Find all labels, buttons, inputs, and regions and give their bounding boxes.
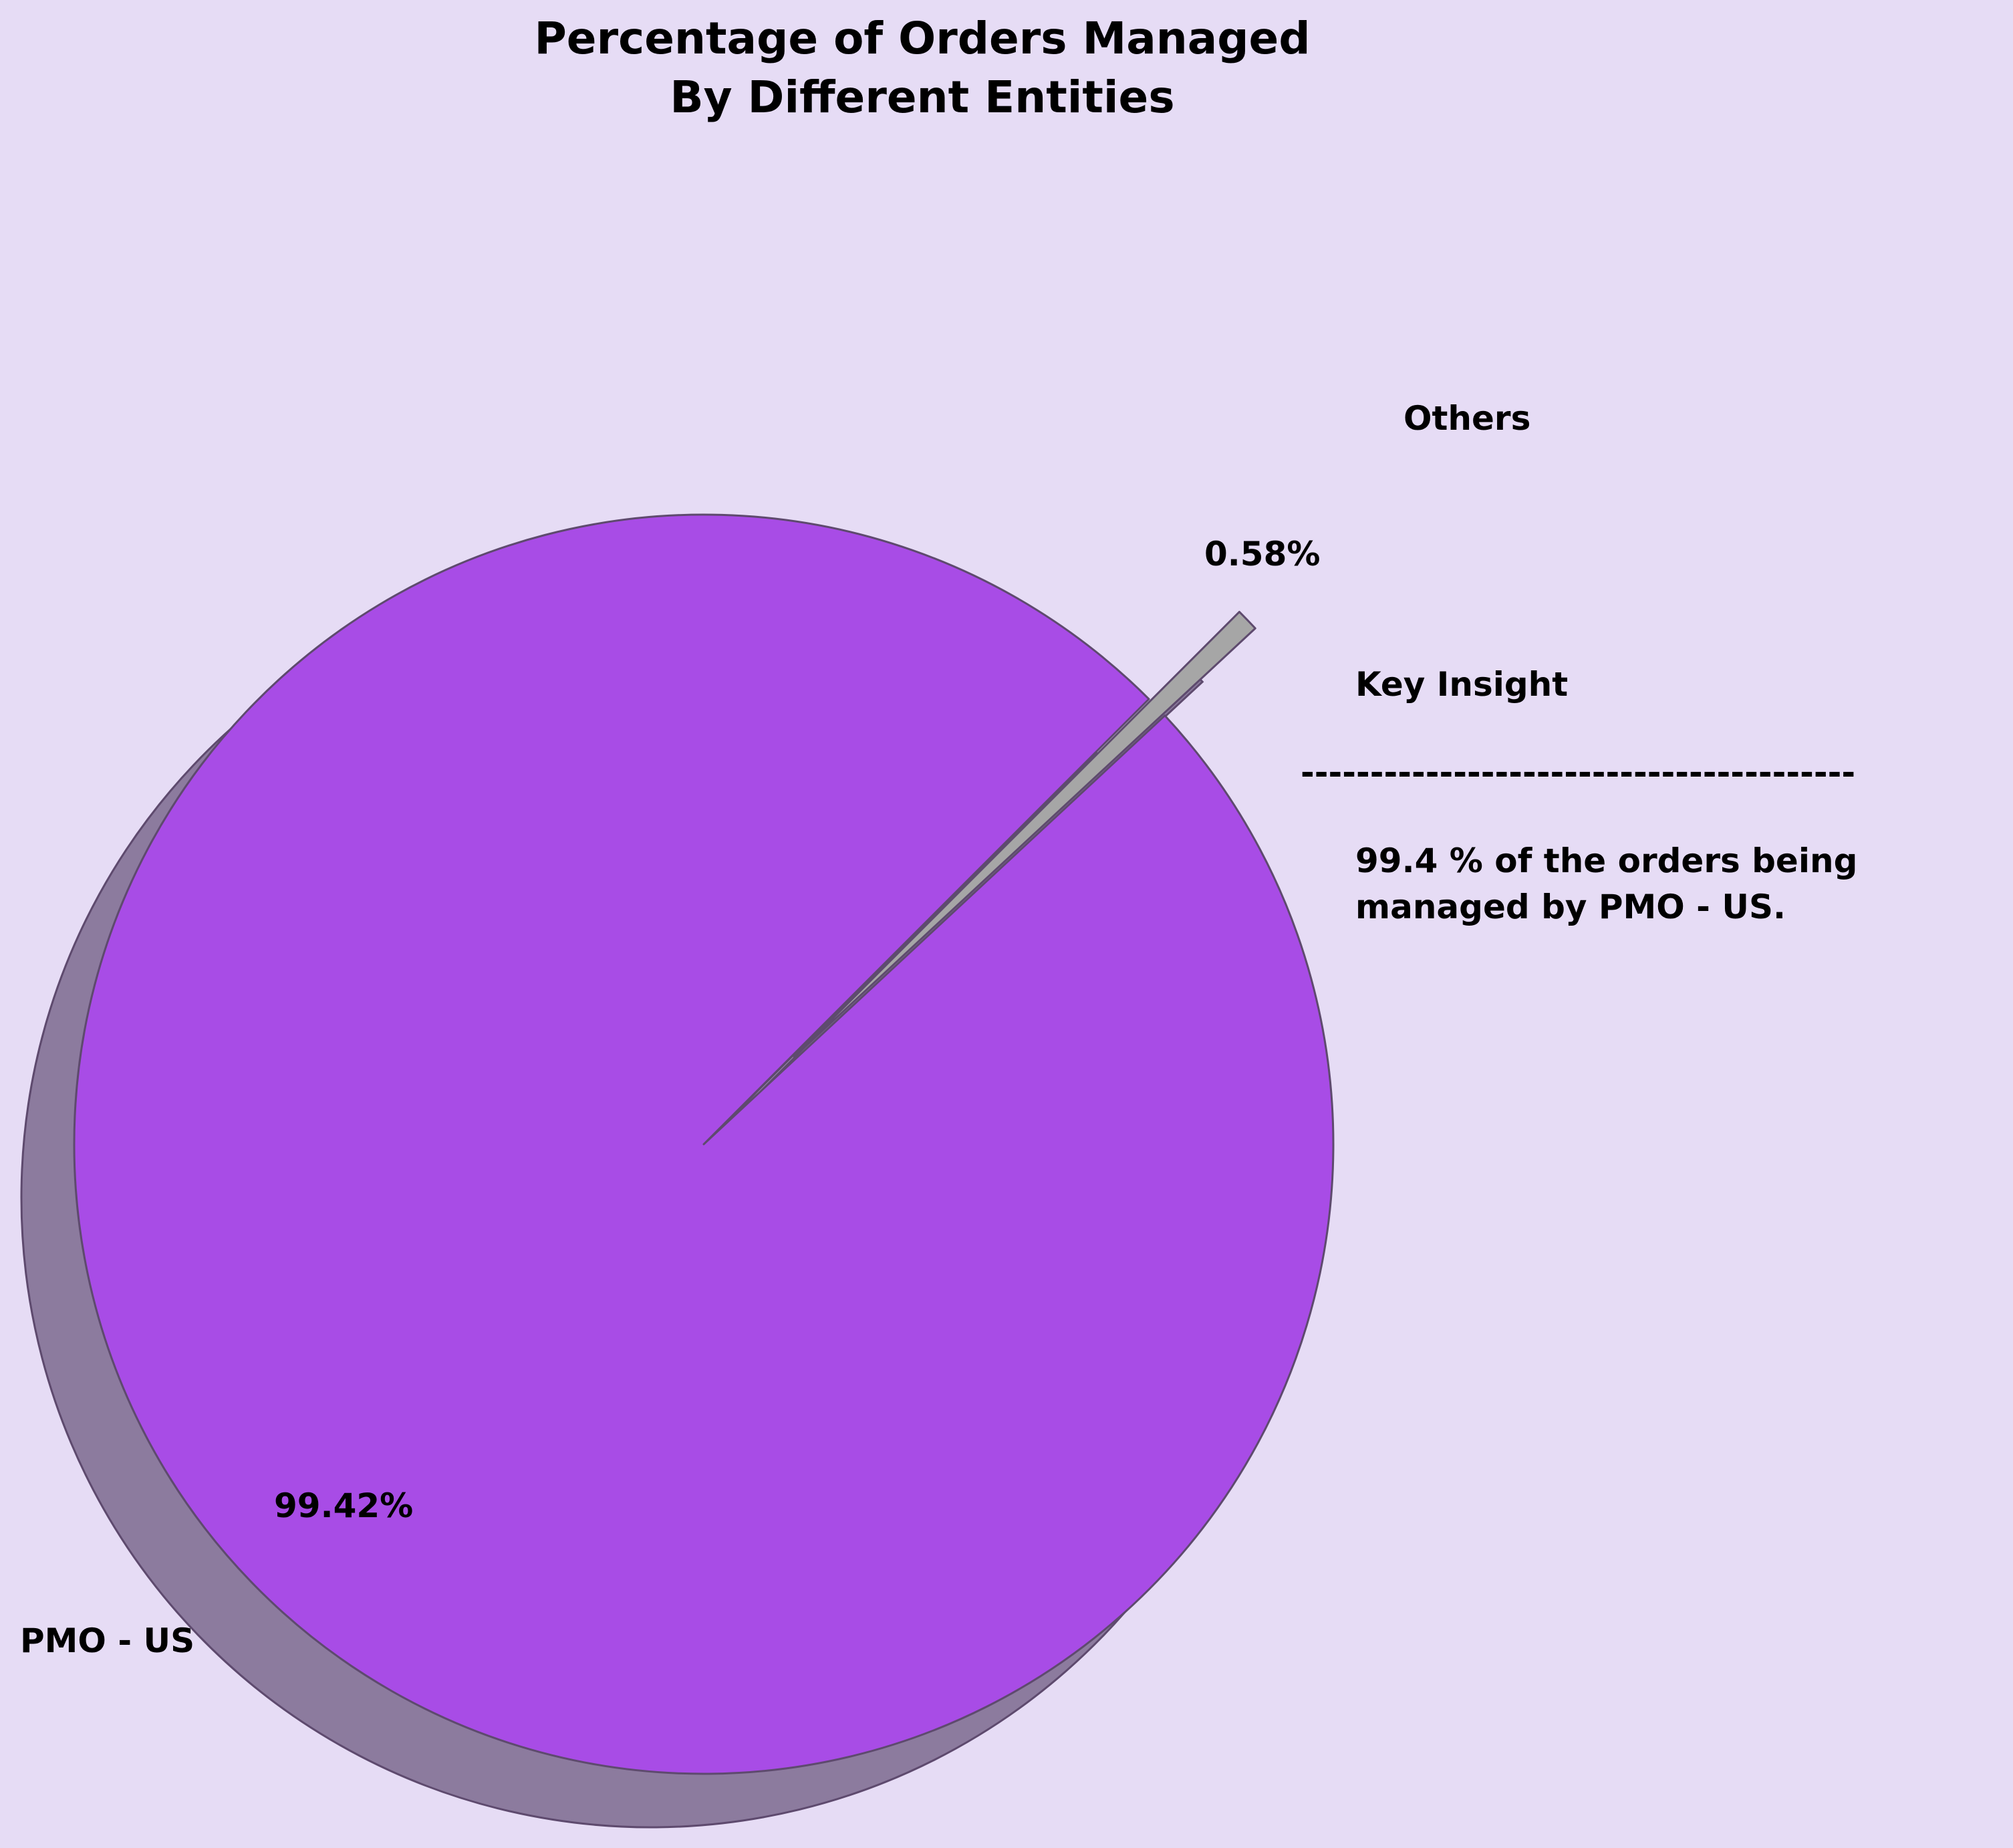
annotation-line-2: managed by PMO - US. (1355, 888, 1786, 926)
slice-label-pmo-us: PMO - US (20, 1621, 194, 1660)
annotation-heading: Key Insight (1355, 665, 1568, 704)
chart-title-line-2: By Different Entities (670, 72, 1174, 123)
slice-label-others: Others (1403, 399, 1530, 438)
annotation-divider: ---------------------------------------- (1301, 753, 1855, 792)
slice-pct-label-pmo-us: 99.42% (274, 1486, 413, 1525)
slice-others (793, 610, 1256, 1059)
slice-pmo-us (73, 513, 1335, 1775)
slice-pct-label-others: 0.58% (1204, 535, 1320, 573)
annotation-line-1: 99.4 % of the orders being (1355, 841, 1857, 880)
pie-slice-layer (73, 513, 1335, 1775)
chart-title-line-1: Percentage of Orders Managed (534, 13, 1310, 64)
